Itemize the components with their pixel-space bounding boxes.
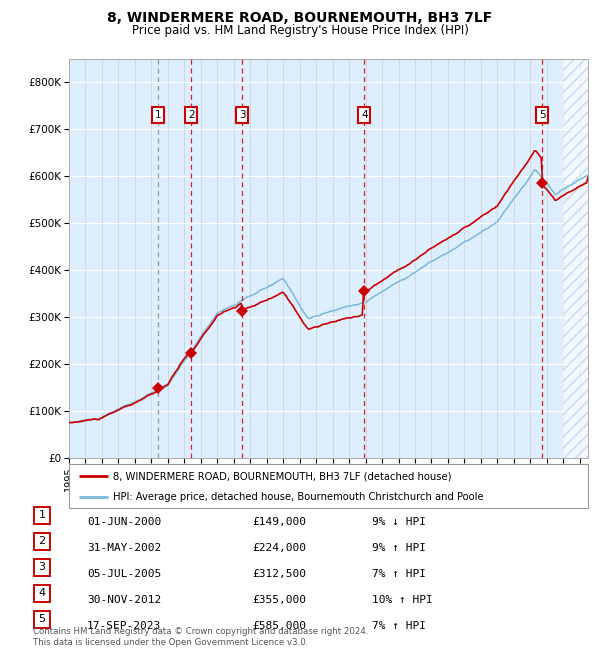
Text: £224,000: £224,000 [252,543,306,553]
Text: Contains HM Land Registry data © Crown copyright and database right 2024.
This d: Contains HM Land Registry data © Crown c… [33,627,368,647]
FancyBboxPatch shape [34,611,50,628]
Text: 01-JUN-2000: 01-JUN-2000 [87,517,161,527]
Text: 2: 2 [38,536,46,547]
Text: 10% ↑ HPI: 10% ↑ HPI [372,595,433,605]
FancyBboxPatch shape [34,507,50,524]
Text: 8, WINDERMERE ROAD, BOURNEMOUTH, BH3 7LF (detached house): 8, WINDERMERE ROAD, BOURNEMOUTH, BH3 7LF… [113,471,452,482]
Text: 17-SEP-2023: 17-SEP-2023 [87,621,161,631]
FancyBboxPatch shape [34,559,50,576]
Text: 1: 1 [38,510,46,521]
Bar [563,58,588,458]
Text: £355,000: £355,000 [252,595,306,605]
Text: 8, WINDERMERE ROAD, BOURNEMOUTH, BH3 7LF: 8, WINDERMERE ROAD, BOURNEMOUTH, BH3 7LF [107,11,493,25]
Text: 7% ↑ HPI: 7% ↑ HPI [372,621,426,631]
Text: £585,000: £585,000 [252,621,306,631]
Text: 5: 5 [539,110,545,120]
Text: 7% ↑ HPI: 7% ↑ HPI [372,569,426,579]
Text: 4: 4 [361,110,368,120]
FancyBboxPatch shape [34,585,50,602]
Text: 3: 3 [239,110,245,120]
Text: 1: 1 [155,110,161,120]
FancyBboxPatch shape [69,464,588,508]
Text: 31-MAY-2002: 31-MAY-2002 [87,543,161,553]
FancyBboxPatch shape [34,533,50,550]
Text: 9% ↑ HPI: 9% ↑ HPI [372,543,426,553]
Text: 30-NOV-2012: 30-NOV-2012 [87,595,161,605]
Text: £312,500: £312,500 [252,569,306,579]
Text: 9% ↓ HPI: 9% ↓ HPI [372,517,426,527]
Text: 4: 4 [38,588,46,599]
Text: 5: 5 [38,614,46,625]
Text: 2: 2 [188,110,194,120]
Text: 3: 3 [38,562,46,573]
Text: HPI: Average price, detached house, Bournemouth Christchurch and Poole: HPI: Average price, detached house, Bour… [113,492,484,502]
Text: Price paid vs. HM Land Registry's House Price Index (HPI): Price paid vs. HM Land Registry's House … [131,24,469,37]
Text: 05-JUL-2005: 05-JUL-2005 [87,569,161,579]
Text: £149,000: £149,000 [252,517,306,527]
